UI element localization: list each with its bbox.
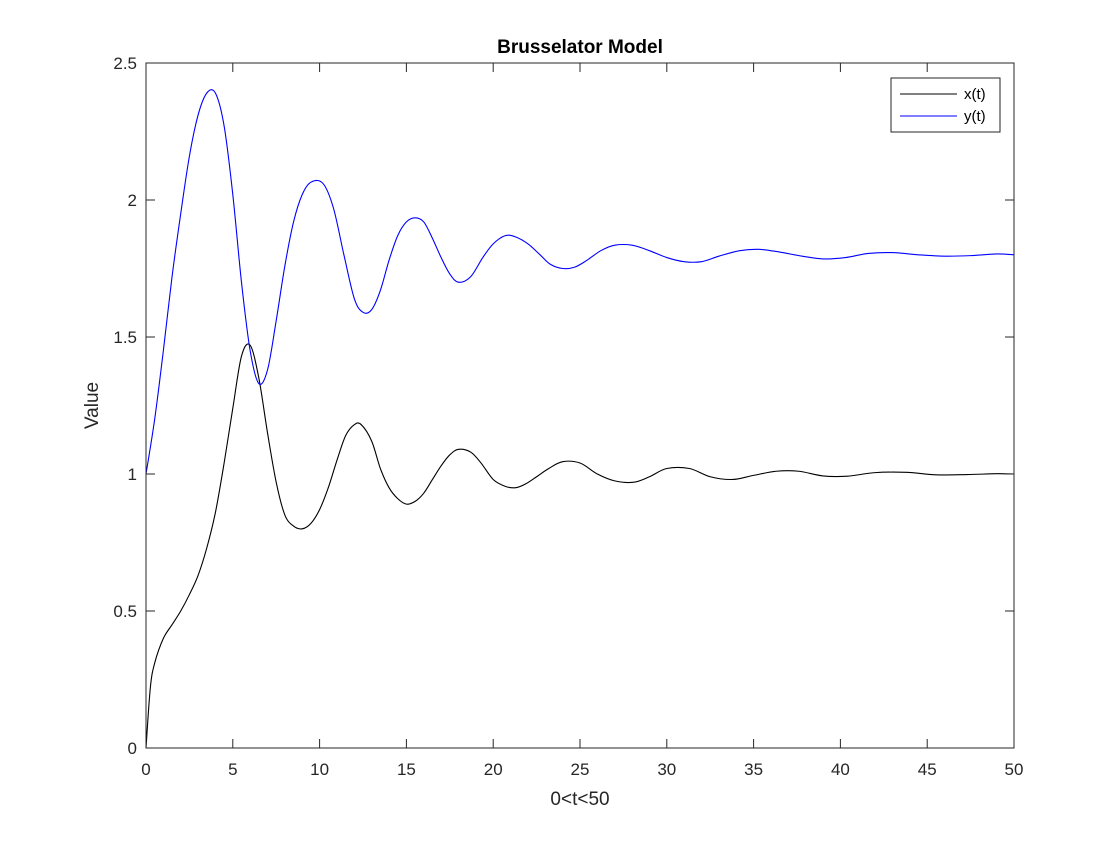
plot-area xyxy=(146,63,1014,748)
y-axis-label: Value xyxy=(82,382,103,429)
y-tick-label: 2.5 xyxy=(113,54,137,73)
x-tick-label: 45 xyxy=(918,760,937,779)
x-axis-label: 0<t<50 xyxy=(550,789,609,810)
y-axis-ticks: 0 0.5 1 1.5 2 2.5 xyxy=(113,54,1014,758)
y-tick-label: 1 xyxy=(128,465,137,484)
legend-box xyxy=(890,77,1001,133)
chart-title: Brusselator Model xyxy=(497,37,663,58)
x-tick-label: 30 xyxy=(657,760,676,779)
y-tick-label: 0 xyxy=(128,739,137,758)
x-tick-label: 5 xyxy=(228,760,237,779)
y-tick-label: 1.5 xyxy=(113,328,137,347)
x-tick-label: 20 xyxy=(484,760,503,779)
y-tick-label: 0.5 xyxy=(113,602,137,621)
x-tick-label: 40 xyxy=(831,760,850,779)
x-axis-ticks: 0 5 10 15 20 25 30 35 40 45 50 xyxy=(141,63,1023,779)
x-tick-label: 10 xyxy=(310,760,329,779)
x-tick-label: 25 xyxy=(571,760,590,779)
x-tick-label: 50 xyxy=(1005,760,1024,779)
x-tick-label: 35 xyxy=(744,760,763,779)
x-tick-label: 0 xyxy=(141,760,150,779)
x-tick-label: 15 xyxy=(397,760,416,779)
series-line-x xyxy=(145,343,1015,749)
legend-label-x: x(t) xyxy=(964,86,986,103)
series-layer xyxy=(145,89,1015,749)
legend: x(t) y(t) xyxy=(890,77,1001,133)
series-line-y xyxy=(145,89,1015,475)
legend-label-y: y(t) xyxy=(964,108,986,125)
y-tick-label: 2 xyxy=(128,191,137,210)
